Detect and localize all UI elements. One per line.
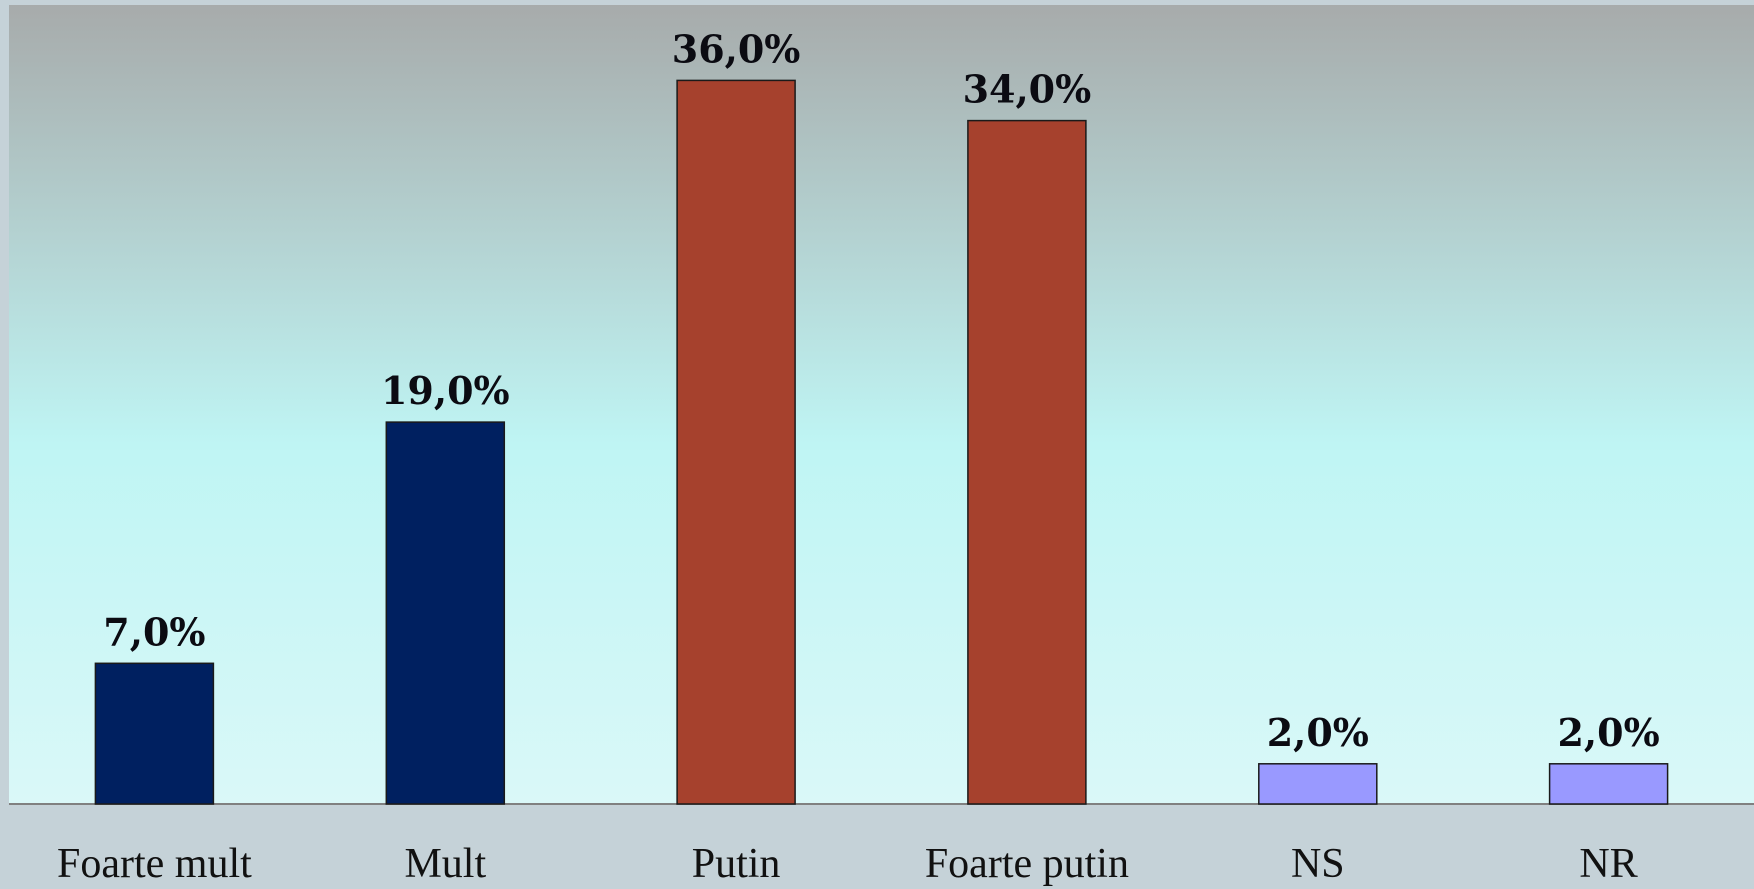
plot-area xyxy=(9,5,1754,804)
bar-5 xyxy=(1258,763,1378,805)
data-label-5: 2,0% xyxy=(1267,710,1369,755)
data-label-1: 7,0% xyxy=(103,609,205,654)
bar-1 xyxy=(94,662,215,805)
data-label-3: 36,0% xyxy=(672,26,801,71)
category-label-5: NS xyxy=(1291,841,1345,887)
bar-3 xyxy=(676,79,796,805)
category-label-2: Mult xyxy=(404,841,486,887)
data-label-2: 19,0% xyxy=(381,368,510,413)
bar-6 xyxy=(1548,763,1669,805)
value-labels-group: 7,0% 19,0% 36,0% 34,0% 2,0% 2,0% xyxy=(103,26,1659,754)
category-label-3: Putin xyxy=(692,841,781,887)
bars-group xyxy=(94,79,1669,805)
category-label-4: Foarte putin xyxy=(925,841,1129,887)
data-label-4: 34,0% xyxy=(963,67,1092,112)
bar-2 xyxy=(385,421,506,805)
category-labels-group: Foarte mult Mult Putin Foarte putin NS NR xyxy=(57,841,1638,887)
bar-4 xyxy=(967,119,1087,805)
data-label-6: 2,0% xyxy=(1557,710,1659,755)
category-label-1: Foarte mult xyxy=(57,841,252,887)
category-label-6: NR xyxy=(1579,841,1637,887)
